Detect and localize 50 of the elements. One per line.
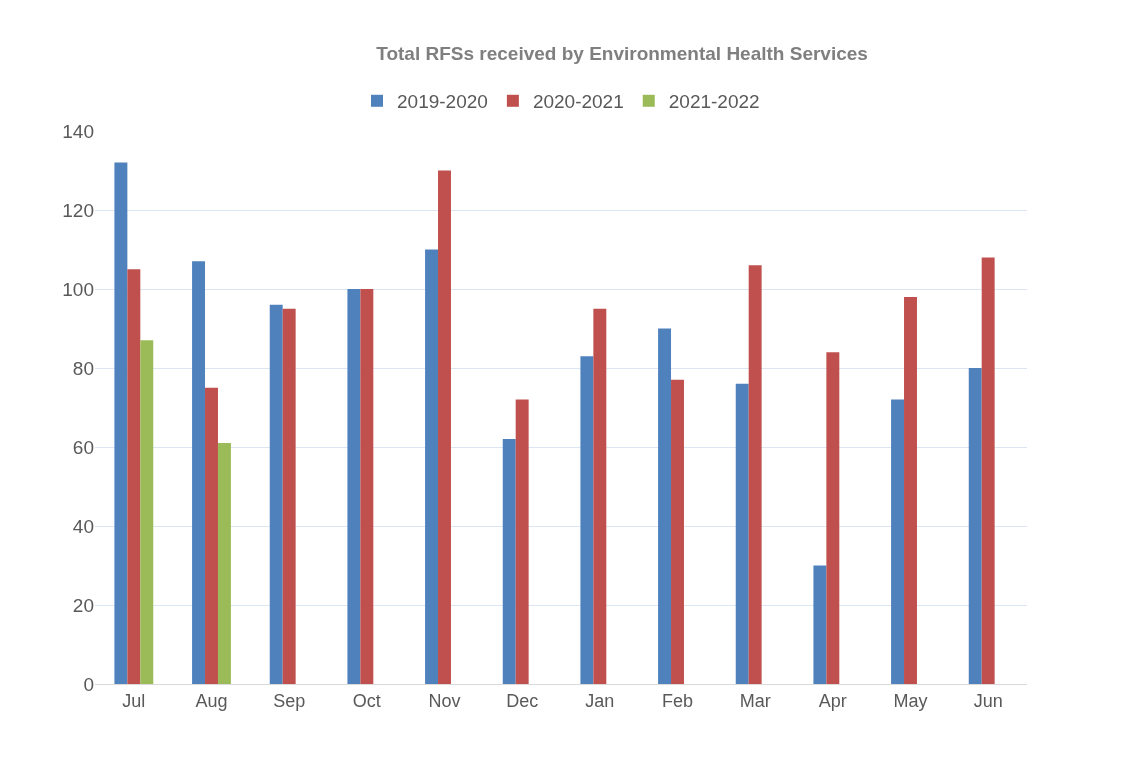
bar <box>658 328 672 684</box>
bar <box>735 383 749 684</box>
bar <box>748 265 762 684</box>
bar <box>347 289 361 684</box>
legend-label: 2019-2020 <box>397 91 488 113</box>
x-tick-label: Jul <box>122 690 146 711</box>
bar <box>127 269 141 684</box>
chart-title: Total RFSs received by Environmental Health Services <box>376 42 868 64</box>
bar <box>580 356 594 684</box>
x-tick-label: Apr <box>818 690 847 711</box>
x-tick-label: Dec <box>506 690 539 711</box>
bar <box>438 170 451 684</box>
y-tick-label: 140 <box>62 120 94 142</box>
y-tick-label: 100 <box>62 278 94 300</box>
y-tick-label: 60 <box>72 436 94 458</box>
y-tick-label: 20 <box>72 594 94 616</box>
x-tick-label: Mar <box>739 690 771 711</box>
bar <box>671 379 684 684</box>
bar <box>360 289 374 684</box>
bar <box>904 296 917 684</box>
x-tick-label: Sep <box>273 690 306 711</box>
bar <box>425 249 439 684</box>
y-tick-label: 120 <box>62 199 94 221</box>
x-tick-label: Jan <box>585 690 615 711</box>
bar <box>813 565 827 684</box>
y-tick-label: 40 <box>72 515 94 537</box>
bar <box>192 261 206 684</box>
x-tick-label: Nov <box>428 690 461 711</box>
bar <box>515 399 529 684</box>
bar <box>826 352 840 684</box>
bar <box>593 308 607 684</box>
bar <box>981 257 995 684</box>
x-tick-label: Oct <box>352 690 381 711</box>
bar <box>282 308 296 684</box>
x-tick-label: May <box>893 690 928 711</box>
bar <box>205 387 218 684</box>
y-tick-label: 80 <box>72 357 94 379</box>
bar <box>891 399 905 684</box>
bar <box>502 439 516 684</box>
legend-label: 2020-2021 <box>532 91 624 113</box>
x-tick-label: Aug <box>195 690 228 711</box>
bar <box>140 340 154 684</box>
bar <box>217 443 231 684</box>
y-tick-label: 0 <box>83 673 94 695</box>
bar <box>269 304 283 684</box>
bar <box>114 162 128 684</box>
x-tick-label: Jun <box>973 690 1003 711</box>
legend-label: 2021-2022 <box>668 91 760 113</box>
bar <box>968 368 982 684</box>
x-tick-label: Feb <box>661 690 694 711</box>
